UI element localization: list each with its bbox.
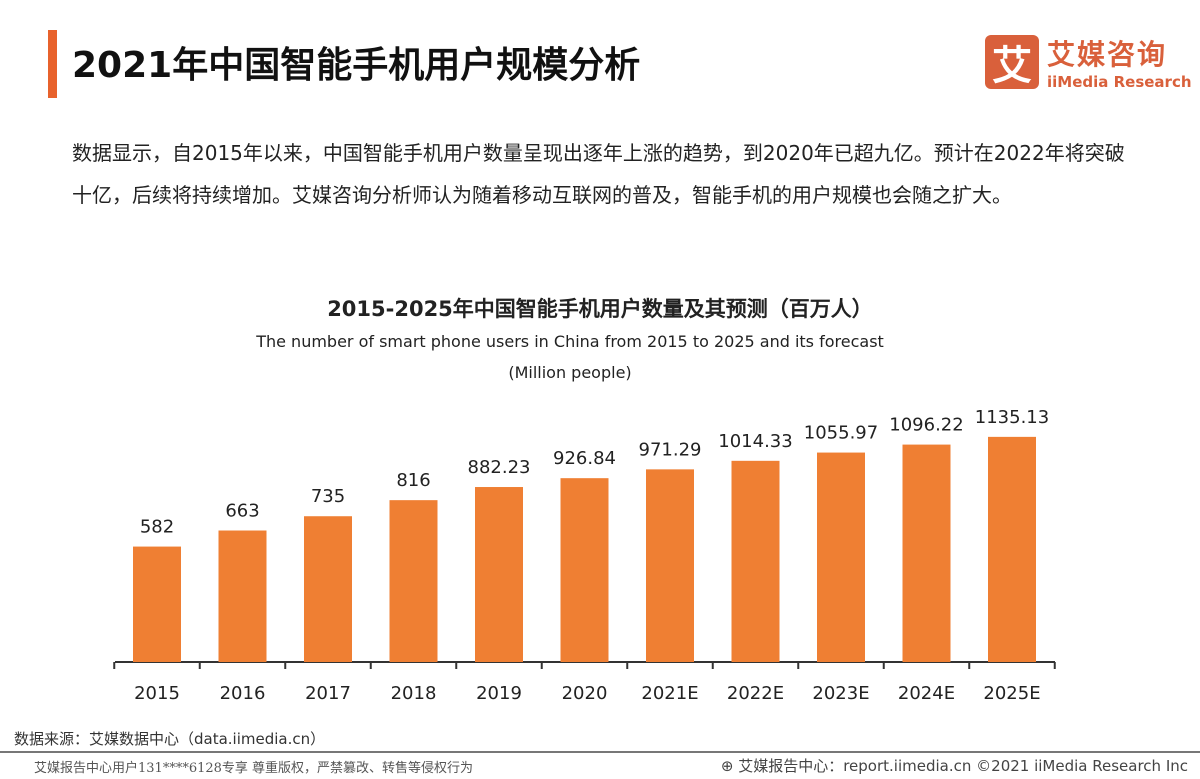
description: 数据显示，自2015年以来，中国智能手机用户数量呈现出逐年上涨的趋势，到2020… (72, 141, 1125, 207)
x-tick-label: 2017 (305, 683, 351, 704)
x-tick-label: 2024E (898, 683, 955, 704)
title-accent-bar (48, 30, 57, 98)
x-tick-label: 2016 (220, 683, 266, 704)
data-label: 582 (140, 517, 174, 538)
x-tick-label: 2020 (562, 683, 608, 704)
globe-icon: ⊕ (720, 757, 739, 775)
bar (646, 469, 694, 662)
bar (731, 460, 780, 662)
x-tick-label: 2023E (812, 683, 869, 704)
license-note: 艾媒报告中心用户131****6128专享 尊重版权，严禁篡改、转售等侵权行为 (34, 761, 474, 776)
logo-en: iiMedia Research (1047, 73, 1192, 91)
data-label: 1055.97 (804, 423, 878, 444)
x-tick-label: 2025E (983, 683, 1040, 704)
data-label: 735 (311, 486, 345, 507)
footer-divider (0, 751, 1200, 753)
chart-subtitle-unit: (Million people) (508, 363, 632, 382)
logo-cn: 艾媒咨询 (1047, 38, 1168, 71)
x-tick-label: 2019 (476, 683, 522, 704)
data-label: 1096.22 (889, 415, 963, 436)
bar (218, 530, 267, 662)
page-title: 2021年中国智能手机用户规模分析 (72, 45, 641, 86)
bar (817, 452, 865, 662)
chart-subtitle: The number of smart phone users in China… (256, 332, 884, 351)
bar (133, 546, 181, 662)
data-source: 数据来源：艾媒数据中心（data.iimedia.cn） (14, 730, 326, 748)
data-label: 971.29 (639, 439, 702, 460)
bar (560, 478, 609, 662)
x-tick-label: 2018 (391, 683, 437, 704)
data-label: 1135.13 (975, 407, 1049, 428)
report-link[interactable]: ⊕ 艾媒报告中心：report.iimedia.cn ©2021 iiMedia… (721, 755, 1188, 776)
data-label: 1014.33 (718, 431, 792, 452)
logo: 艾 艾媒咨询 iiMedia Research (985, 33, 1192, 91)
data-label: 663 (225, 501, 259, 522)
bar (389, 500, 438, 662)
x-tick-label: 2022E (727, 683, 784, 704)
logo-mark: 艾 (985, 35, 1039, 89)
bar (475, 487, 523, 662)
bar (988, 436, 1036, 662)
report-text: 艾媒报告中心：report.iimedia.cn ©2021 iiMedia R… (738, 757, 1188, 775)
data-label: 816 (396, 470, 430, 491)
x-tick-label: 2015 (134, 683, 180, 704)
bar (304, 516, 352, 662)
bar (902, 444, 951, 662)
data-label: 926.84 (553, 448, 616, 469)
data-label: 882.23 (468, 457, 531, 478)
chart-title: 2015-2025年中国智能手机用户数量及其预测（百万人） (327, 297, 873, 321)
x-tick-label: 2021E (641, 683, 698, 704)
